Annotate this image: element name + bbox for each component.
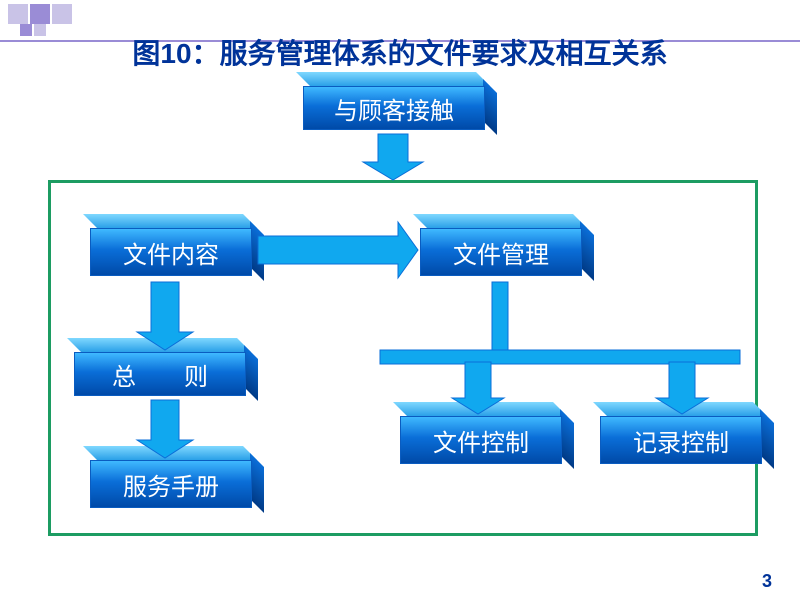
node-general: 总 则 bbox=[74, 352, 258, 408]
page-number: 3 bbox=[762, 571, 772, 592]
node-manage: 文件管理 bbox=[420, 228, 594, 288]
node-label: 文件控制 bbox=[400, 416, 562, 464]
node-label: 记录控制 bbox=[600, 416, 762, 464]
node-doc-control: 文件控制 bbox=[400, 416, 574, 476]
node-manual: 服务手册 bbox=[90, 460, 264, 520]
node-label: 与顾客接触 bbox=[303, 86, 485, 130]
title-prefix: 图10： bbox=[132, 38, 219, 69]
title-text: 服务管理体系的文件要求及相互关系 bbox=[220, 38, 668, 69]
slide-title: 图10：服务管理体系的文件要求及相互关系 bbox=[0, 32, 800, 72]
node-label: 服务手册 bbox=[90, 460, 252, 508]
node-label: 文件内容 bbox=[90, 228, 252, 276]
slide: 图10：服务管理体系的文件要求及相互关系 与顾客接触 文件内容 文件管理 总 则… bbox=[0, 0, 800, 600]
node-label: 总 则 bbox=[74, 352, 246, 396]
node-label: 文件管理 bbox=[420, 228, 582, 276]
node-content: 文件内容 bbox=[90, 228, 264, 288]
node-record-control: 记录控制 bbox=[600, 416, 774, 476]
node-customer: 与顾客接触 bbox=[303, 86, 497, 142]
